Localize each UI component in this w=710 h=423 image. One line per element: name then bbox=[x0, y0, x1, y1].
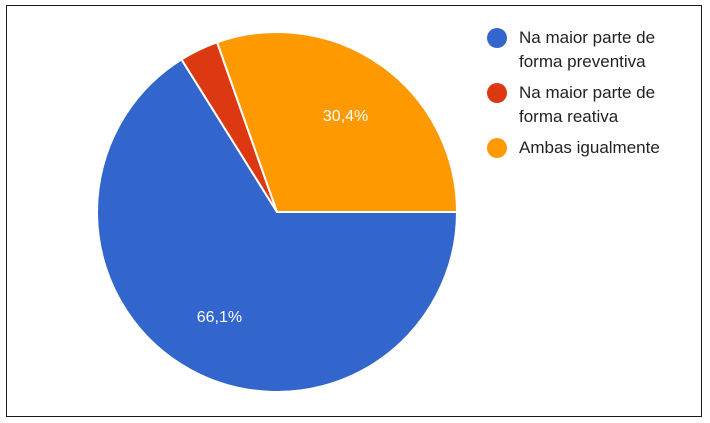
legend-item-reativa[interactable]: Na maior parte de forma reativa bbox=[487, 81, 697, 129]
data-label-preventiva: 66,1% bbox=[197, 309, 242, 326]
data-label-ambas: 30,4% bbox=[323, 108, 368, 125]
legend-item-ambas[interactable]: Ambas igualmente bbox=[487, 136, 697, 160]
pie-slice-ambas[interactable] bbox=[215, 31, 459, 213]
legend-swatch-ambas bbox=[487, 138, 507, 158]
legend-label-preventiva: Na maior parte de forma preventiva bbox=[519, 28, 656, 71]
legend-item-preventiva[interactable]: Na maior parte de forma preventiva bbox=[487, 26, 697, 74]
legend-label-reativa: Na maior parte de forma reativa bbox=[519, 83, 656, 126]
legend: Na maior parte de forma preventiva Na ma… bbox=[487, 26, 697, 167]
legend-swatch-preventiva bbox=[487, 28, 507, 48]
legend-label-ambas: Ambas igualmente bbox=[519, 138, 660, 157]
pie-slice-preventiva[interactable] bbox=[96, 58, 459, 393]
legend-swatch-reativa bbox=[487, 83, 507, 103]
